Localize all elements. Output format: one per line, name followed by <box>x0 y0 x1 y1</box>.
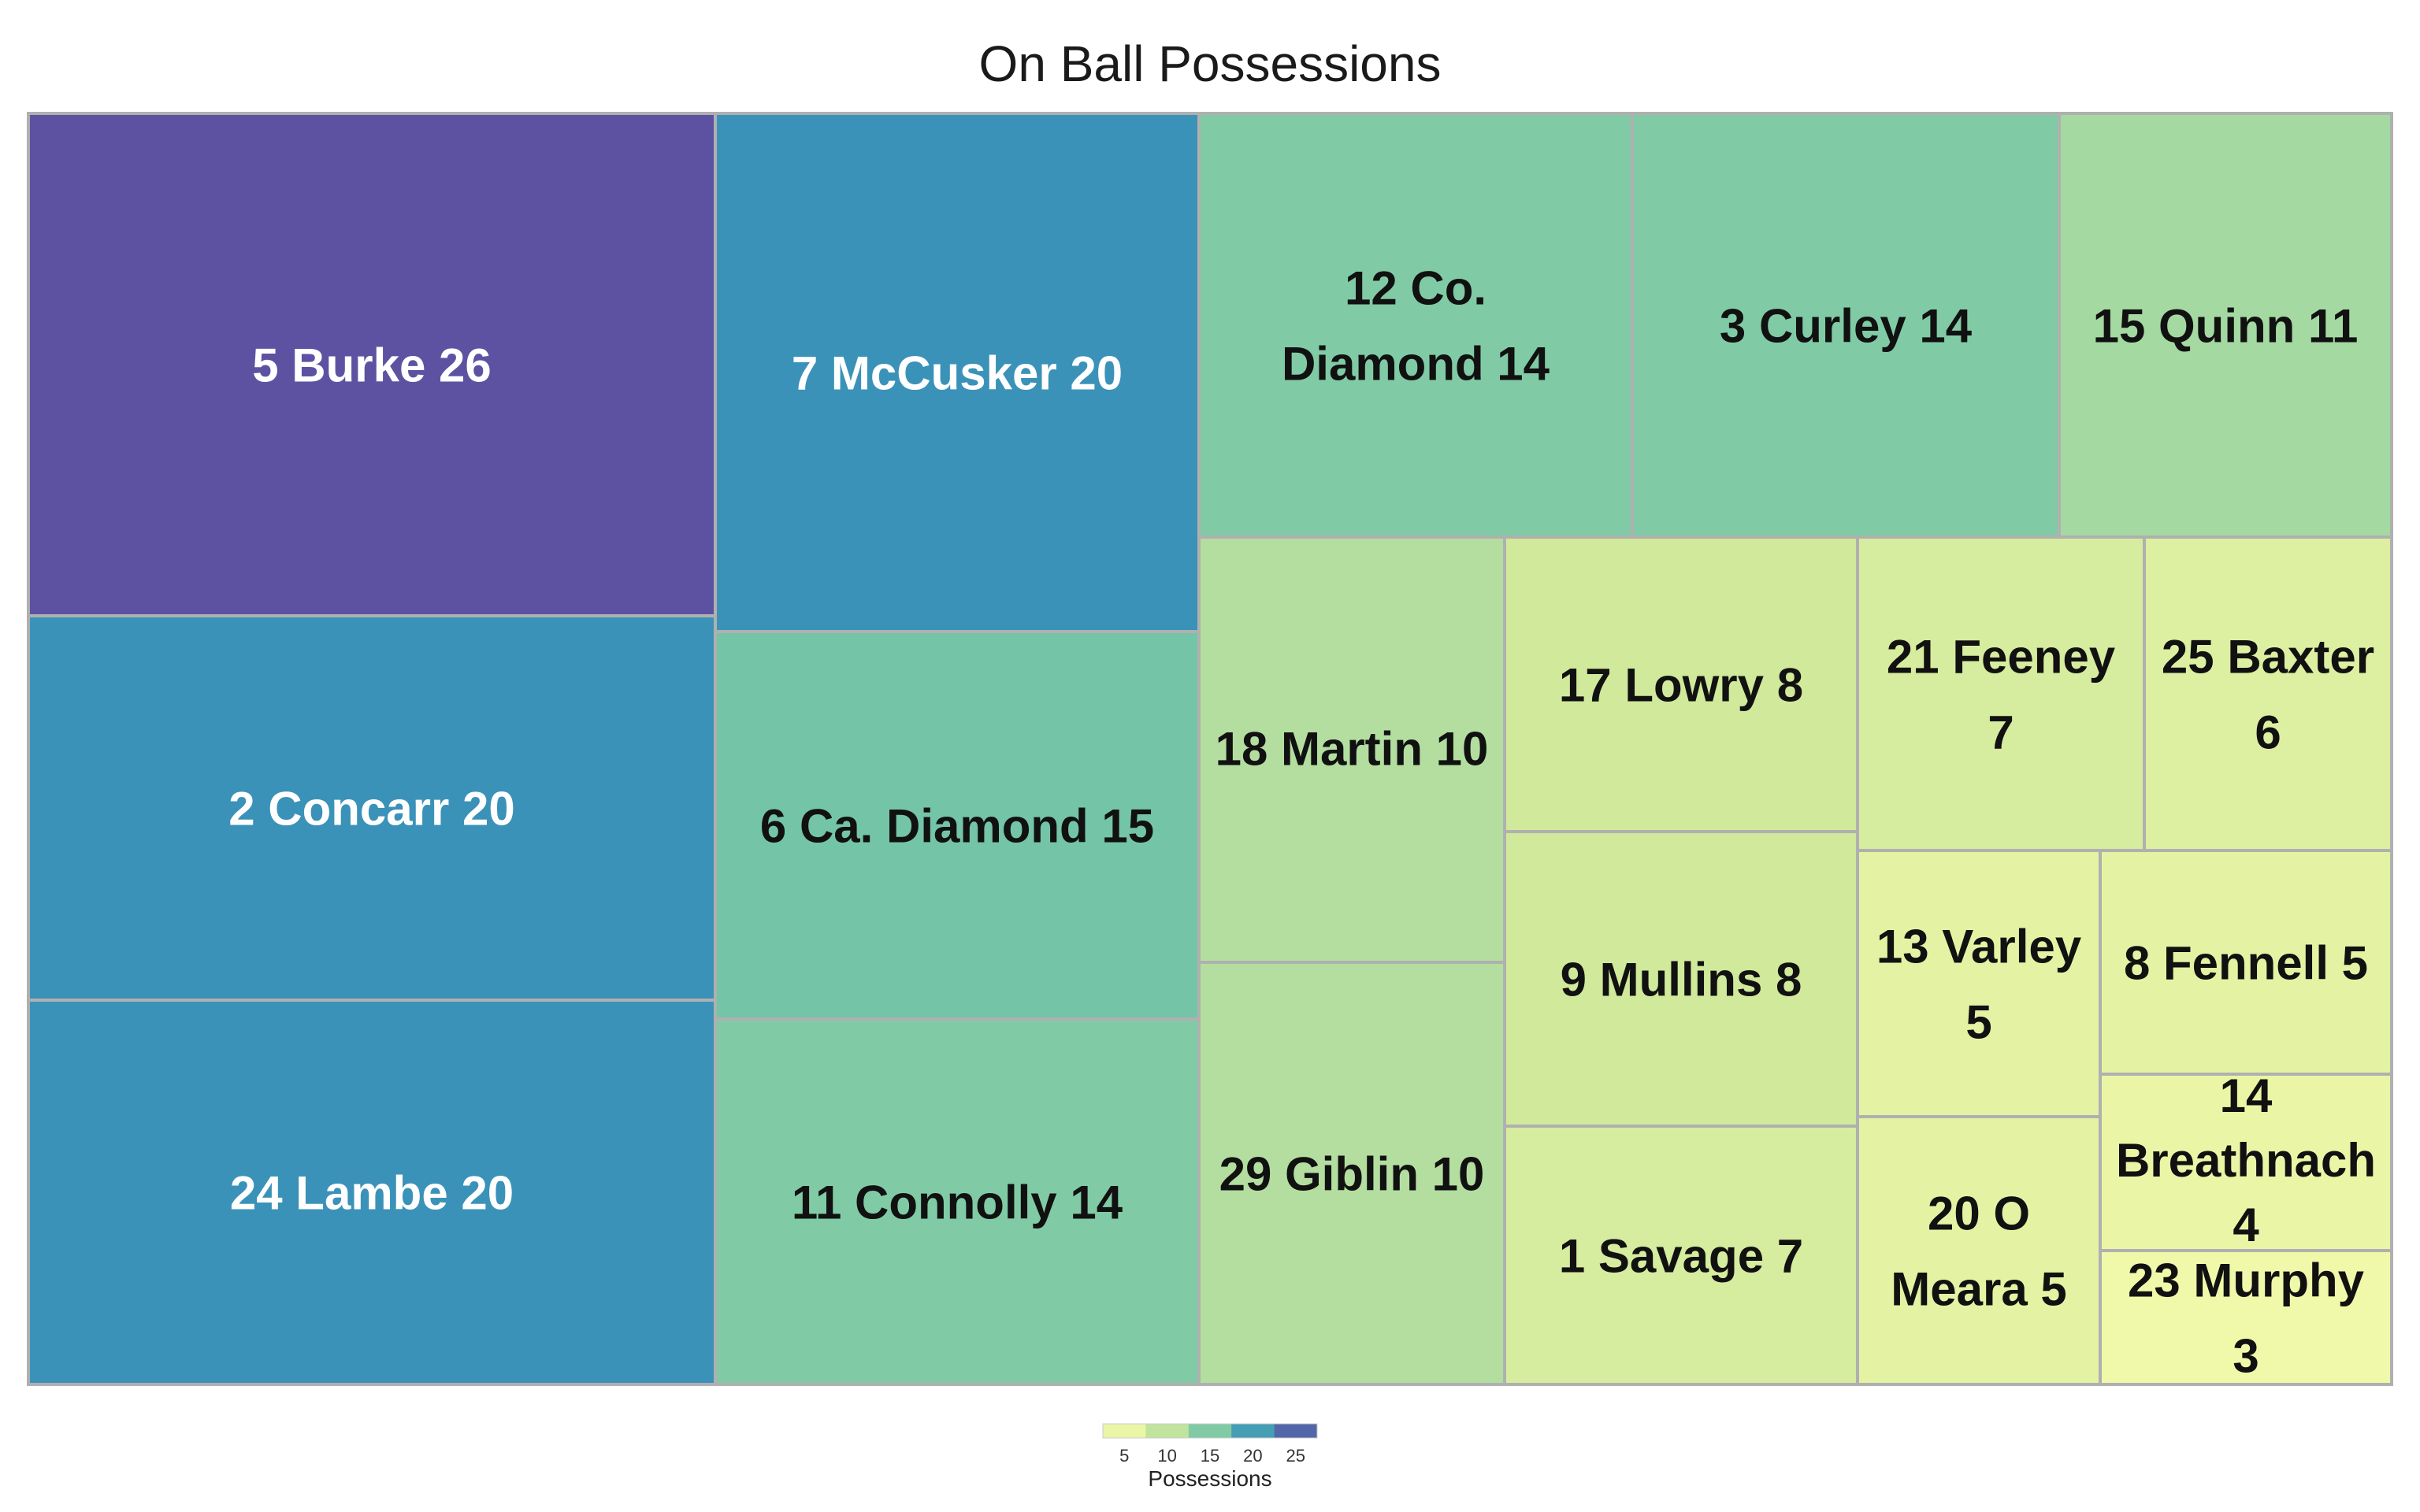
treemap-tile-rect <box>2099 1249 2393 1386</box>
treemap-tile: 6 Ca. Diamond 15 <box>714 630 1201 1021</box>
legend-tick-label: 20 <box>1243 1446 1262 1466</box>
treemap-tile-rect <box>714 630 1201 1021</box>
treemap-tile-rect <box>2143 536 2393 852</box>
treemap-tile-label: 5 Burke 26 <box>252 339 492 392</box>
treemap-tile-label: 12 Co. Diamond 14 <box>1282 262 1550 391</box>
treemap-tile-rect <box>27 614 717 1002</box>
treemap-tile: 14 Breathnach 4 <box>2099 1069 2393 1252</box>
legend-tick-label: 25 <box>1286 1446 1305 1466</box>
treemap-tile: 5 Burke 26 <box>27 112 717 617</box>
treemap-tile-rect <box>1856 536 2146 852</box>
treemap-tile-rect <box>1197 112 1634 539</box>
treemap-tile: 23 Murphy 3 <box>2099 1249 2393 1386</box>
treemap-tile-rect <box>714 1017 1201 1386</box>
treemap-tile-label: 8 Fennell 5 <box>2124 937 2368 990</box>
treemap-tile-rect <box>1631 112 2061 539</box>
treemap-tile: 25 Baxter 6 <box>2143 536 2393 852</box>
treemap-tile-rect <box>1197 961 1506 1386</box>
treemap-tile-label: 14 Breathnach 4 <box>2116 1069 2376 1251</box>
legend-bar-outline <box>1102 1423 1318 1439</box>
treemap-tile-label: 29 Giblin 10 <box>1219 1148 1485 1201</box>
treemap-tile-rect <box>714 112 1201 633</box>
legend-color-segment <box>1188 1424 1232 1438</box>
chart-title: On Ball Possessions <box>978 35 1442 92</box>
legend-tick-label: 5 <box>1119 1446 1129 1466</box>
treemap-tile: 21 Feeney 7 <box>1856 536 2146 852</box>
legend-tick-label: 15 <box>1201 1446 1219 1466</box>
treemap-tile: 8 Fennell 5 <box>2099 849 2393 1076</box>
treemap-tile-label: 25 Baxter 6 <box>2162 631 2374 759</box>
legend-tick-label: 10 <box>1157 1446 1176 1466</box>
treemap-tile-label: 11 Connolly 14 <box>792 1177 1123 1229</box>
legend-color-segment <box>1231 1424 1275 1438</box>
treemap-tile-label: 18 Martin 10 <box>1216 722 1489 775</box>
legend-title: Possessions <box>1148 1466 1272 1491</box>
treemap-tile-label: 20 O Meara 5 <box>1891 1188 2066 1316</box>
treemap-tile: 17 Lowry 8 <box>1503 536 1859 833</box>
treemap-tile-label: 17 Lowry 8 <box>1559 659 1803 712</box>
treemap-tile-label: 3 Curley 14 <box>1720 300 1973 353</box>
treemap-tile-rect <box>2099 1073 2393 1252</box>
treemap-tile-label: 7 McCusker 20 <box>792 347 1123 400</box>
treemap-tile-rect <box>27 112 717 617</box>
treemap-tile-rect <box>1856 849 2102 1118</box>
treemap-tile: 29 Giblin 10 <box>1197 961 1506 1386</box>
treemap-tile-label: 13 Varley 5 <box>1876 921 2082 1049</box>
treemap-tile: 13 Varley 5 <box>1856 849 2102 1118</box>
treemap-tile-label: 9 Mullins 8 <box>1561 954 1802 1006</box>
treemap-tile-rect <box>1503 1125 1859 1386</box>
treemap-tile: 24 Lambe 20 <box>27 999 717 1386</box>
treemap-tile-rect <box>1503 830 1859 1128</box>
treemap-tile-label: 6 Ca. Diamond 15 <box>760 800 1154 853</box>
treemap-tile-label: 2 Concarr 20 <box>228 783 515 836</box>
treemap-tile-label: 24 Lambe 20 <box>230 1167 514 1220</box>
treemap-tile: 3 Curley 14 <box>1631 112 2061 539</box>
treemap-tile-rect <box>2099 849 2393 1076</box>
treemap-tile: 9 Mullins 8 <box>1503 830 1859 1128</box>
treemap-tile: 20 O Meara 5 <box>1856 1115 2102 1386</box>
treemap-tile-rect <box>27 999 717 1386</box>
treemap-tile-rect <box>1856 1115 2102 1386</box>
treemap-tile-rect <box>1503 536 1859 833</box>
treemap-tile-rect <box>1197 536 1506 964</box>
treemap-tile: 7 McCusker 20 <box>714 112 1201 633</box>
treemap-tile: 1 Savage 7 <box>1503 1125 1859 1386</box>
treemap-tile: 12 Co. Diamond 14 <box>1197 112 1634 539</box>
treemap-tile-label: 21 Feeney 7 <box>1887 631 2116 759</box>
legend-color-segment <box>1103 1424 1146 1438</box>
treemap-tile: 11 Connolly 14 <box>714 1017 1201 1386</box>
treemap-tile-label: 23 Murphy 3 <box>2128 1254 2365 1383</box>
treemap-tile: 2 Concarr 20 <box>27 614 717 1002</box>
treemap-tile: 18 Martin 10 <box>1197 536 1506 964</box>
treemap-tile-label: 1 Savage 7 <box>1559 1230 1803 1283</box>
treemap-tile-label: 15 Quinn 11 <box>2093 300 2359 353</box>
treemap-tile: 15 Quinn 11 <box>2058 112 2393 539</box>
legend-color-segment <box>1274 1424 1318 1438</box>
legend-color-segment <box>1145 1424 1190 1438</box>
